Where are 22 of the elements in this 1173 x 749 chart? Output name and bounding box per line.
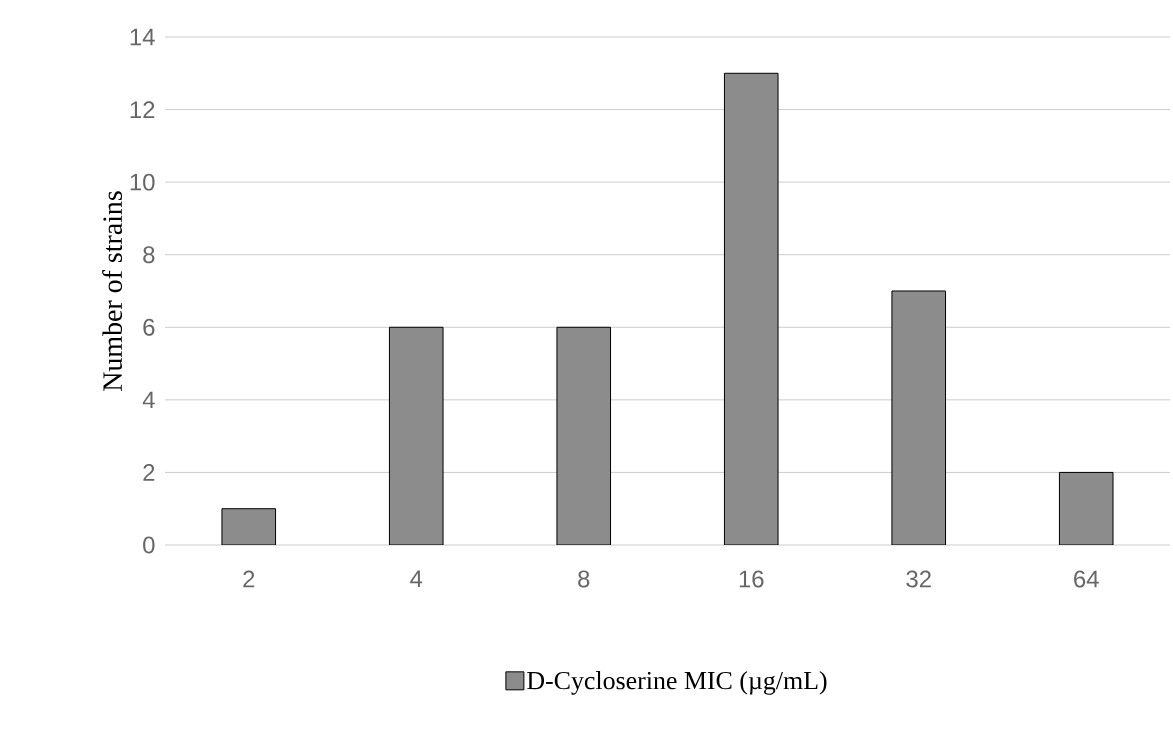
bar [891,290,947,545]
y-tick-label: 14 [130,28,155,46]
legend-label: D-Cycloserine MIC (µg/mL) [527,671,827,695]
x-tick-label: 32 [906,570,931,588]
bar [723,72,779,545]
x-tick-label: 8 [578,570,590,588]
y-tick-label: 2 [143,464,155,481]
bar [556,326,612,545]
y-tick-label: 6 [143,318,155,336]
y-tick-label: 8 [143,246,155,264]
x-tick-label: 64 [1074,570,1099,588]
x-tick-label: 16 [739,570,764,588]
y-tick-label: 0 [143,536,155,554]
bar [1058,471,1114,545]
bar [221,508,277,545]
y-tick-label: 10 [130,173,155,191]
y-tick-label: 12 [130,101,155,118]
y-tick-label: 4 [142,391,155,409]
y-axis-title: Number of strains [102,191,123,391]
x-tick-label: 4 [410,570,423,587]
x-tick-label: 2 [243,570,255,588]
bar [388,326,444,545]
